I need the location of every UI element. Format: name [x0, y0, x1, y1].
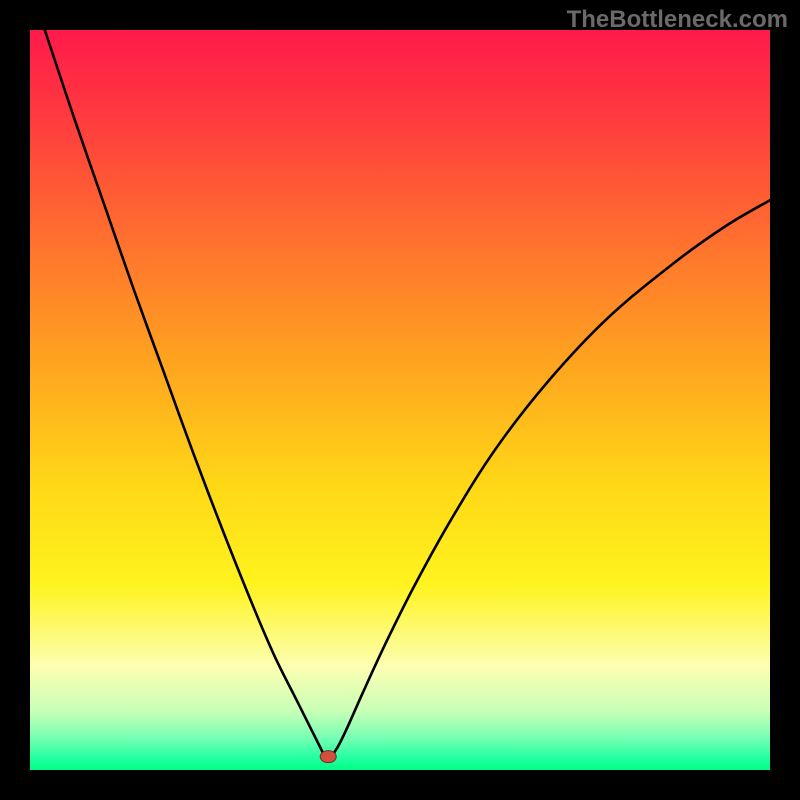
- curve-left: [45, 30, 324, 754]
- curve-right: [333, 200, 770, 754]
- vertex-marker: [320, 751, 336, 763]
- chart-frame: TheBottleneck.com: [0, 0, 800, 800]
- watermark-text: TheBottleneck.com: [567, 6, 788, 34]
- curve-layer: [30, 30, 770, 770]
- plot-area: [30, 30, 770, 770]
